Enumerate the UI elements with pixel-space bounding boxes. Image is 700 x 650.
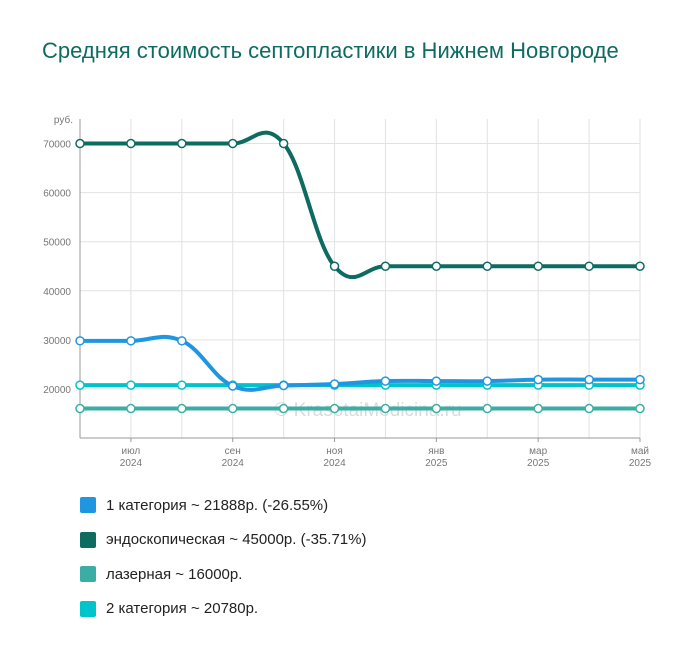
y-tick-label: 40000 [43, 287, 71, 298]
data-point [380, 376, 391, 386]
x-tick-label: июл [122, 446, 141, 457]
legend: 1 категория ~ 21888р. (-26.55%) эндоскопи… [80, 488, 366, 626]
legend-label: 2 категория ~ 20780р. [106, 600, 259, 618]
y-unit-label: руб. [54, 114, 73, 126]
data-point [431, 261, 442, 271]
data-point [126, 380, 136, 390]
data-point [635, 374, 645, 385]
data-point [380, 403, 391, 414]
data-point [482, 376, 493, 386]
data-point [584, 374, 594, 385]
data-point [177, 403, 187, 414]
data-point [431, 376, 442, 386]
series-lines [78, 130, 642, 411]
x-tick-label: мар [529, 446, 547, 457]
x-tick-year: 2025 [425, 458, 448, 469]
data-point [533, 403, 543, 414]
data-point [584, 403, 594, 414]
legend-item[interactable]: 2 категория ~ 20780р. [80, 592, 366, 627]
data-point [75, 138, 85, 149]
legend-swatch [80, 600, 96, 617]
y-tick-label: 30000 [43, 336, 71, 347]
data-point [329, 403, 340, 414]
data-point [227, 403, 238, 414]
data-point [75, 336, 85, 346]
data-point [431, 403, 442, 414]
series-line [78, 130, 642, 280]
data-point [177, 138, 187, 149]
x-tick-year: 2025 [527, 458, 550, 469]
y-tick-label: 70000 [43, 140, 71, 151]
data-point [635, 261, 645, 271]
data-point [635, 403, 645, 414]
x-tick-year: 2024 [120, 458, 143, 469]
data-point [278, 138, 289, 149]
data-point [227, 381, 238, 391]
data-point [482, 261, 493, 271]
data-point [278, 403, 289, 414]
line-chart: 200003000040000500006000070000руб.июл202… [43, 114, 651, 469]
legend-swatch [80, 531, 96, 548]
y-tick-label: 50000 [43, 238, 71, 249]
x-tick-label: май [631, 446, 649, 457]
legend-label: 1 категория ~ 21888р. (-26.55%) [106, 496, 329, 514]
x-tick-label: ноя [326, 446, 343, 457]
chart-title: Средняя стоимость септопластики в Нижнем… [42, 38, 619, 63]
y-tick-label: 20000 [43, 385, 71, 396]
legend-swatch [80, 566, 96, 583]
data-point [177, 336, 187, 346]
data-point [278, 380, 289, 391]
grid [79, 119, 641, 438]
y-tick-label: 60000 [43, 189, 71, 200]
data-point [329, 261, 340, 271]
data-point [177, 380, 187, 390]
data-point [533, 261, 543, 271]
legend-item[interactable]: лазерная ~ 16000р. [80, 557, 366, 592]
data-point [126, 403, 136, 414]
axes: 200003000040000500006000070000руб.июл202… [43, 114, 651, 469]
legend-item[interactable]: 1 категория ~ 21888р. (-26.55%) [80, 488, 366, 523]
legend-item[interactable]: эндоскопическая ~ 45000р. (-35.71%) [80, 523, 366, 558]
legend-label: лазерная ~ 16000р. [106, 565, 243, 583]
data-point [533, 374, 543, 385]
data-point [126, 138, 136, 149]
x-tick-year: 2025 [629, 458, 652, 469]
data-point [75, 380, 85, 390]
legend-label: эндоскопическая ~ 45000р. (-35.71%) [106, 531, 367, 549]
data-point [227, 138, 238, 149]
series-points [75, 138, 645, 414]
data-point [75, 403, 85, 414]
data-point [329, 379, 340, 389]
x-tick-year: 2024 [222, 458, 245, 469]
series-line [78, 334, 642, 392]
x-tick-label: янв [428, 446, 444, 457]
legend-swatch [80, 497, 96, 514]
data-point [126, 336, 136, 346]
data-point [482, 403, 493, 414]
x-tick-label: сен [225, 446, 241, 457]
x-tick-year: 2024 [323, 458, 346, 469]
data-point [584, 261, 594, 271]
data-point [380, 261, 391, 271]
